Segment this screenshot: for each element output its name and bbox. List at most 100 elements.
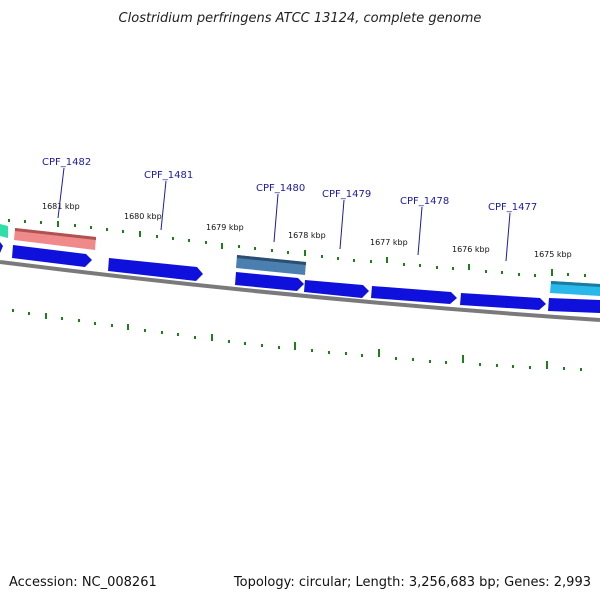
tick-major <box>139 231 141 237</box>
tick <box>261 344 263 347</box>
tick <box>584 274 586 277</box>
gene-labels: CPF_1482 CPF_1481 CPF_1480 CPF_1479 CPF_… <box>42 157 537 262</box>
gene-label-cpf-1477[interactable]: CPF_1477 <box>488 202 537 213</box>
feature-bar-edge <box>551 281 600 287</box>
feature-bar-cpf-1480[interactable] <box>236 255 306 275</box>
tick <box>122 230 124 233</box>
tick <box>479 363 481 366</box>
scale-label: 1675 kbp <box>534 250 572 259</box>
cds-track <box>0 242 600 313</box>
tick <box>337 257 339 260</box>
gene-label-cpf-1478[interactable]: CPF_1478 <box>400 196 449 207</box>
gene-label-cpf-1479[interactable]: CPF_1479 <box>322 189 371 200</box>
tick <box>361 354 363 357</box>
scale-label: 1678 kbp <box>288 231 326 240</box>
tick <box>24 220 26 223</box>
tick <box>254 247 256 250</box>
tick <box>496 364 498 367</box>
tick <box>563 367 565 370</box>
gene-leader-line <box>417 206 423 256</box>
tick <box>512 365 514 368</box>
cds-arrow[interactable] <box>235 272 304 291</box>
tick <box>445 361 447 364</box>
tick-major <box>304 250 306 256</box>
tick <box>419 264 421 267</box>
gene-leader-line <box>57 167 65 219</box>
tick-major <box>127 324 129 330</box>
tick <box>370 260 372 263</box>
tick <box>74 224 76 227</box>
feature-track <box>0 224 600 296</box>
tick-major <box>386 257 388 263</box>
tick <box>12 309 14 312</box>
cds-arrow[interactable] <box>304 280 369 298</box>
scale-label: 1681 kbp <box>42 202 80 211</box>
tick <box>403 263 405 266</box>
scale-label: 1676 kbp <box>452 245 490 254</box>
tick <box>177 333 179 336</box>
cds-arrow[interactable] <box>0 242 3 253</box>
feature-bar-edge <box>237 255 306 265</box>
tick <box>345 352 347 355</box>
tick <box>40 221 42 224</box>
gene-label-cpf-1480[interactable]: CPF_1480 <box>256 183 305 194</box>
tick <box>429 360 431 363</box>
gene-leader-line <box>339 199 345 250</box>
cds-arrow[interactable] <box>12 245 92 267</box>
tick <box>106 228 108 231</box>
tick <box>188 239 190 242</box>
tick <box>580 368 582 371</box>
tick <box>194 336 196 339</box>
cds-arrow[interactable] <box>108 258 203 281</box>
tick-major <box>294 342 296 350</box>
tick <box>321 255 323 258</box>
tick <box>278 346 280 349</box>
tick <box>205 241 207 244</box>
feature-bar-edge <box>15 228 96 240</box>
gene-leader-line <box>273 193 279 243</box>
tick <box>61 317 63 320</box>
tick <box>111 324 113 327</box>
tick-major <box>221 243 223 249</box>
tick <box>353 259 355 262</box>
cds-arrow[interactable] <box>460 293 546 310</box>
cds-arrow[interactable] <box>548 298 600 313</box>
tick-major <box>551 269 553 276</box>
outer-tick-ring <box>8 219 586 277</box>
tick-major <box>211 334 213 341</box>
map-title: Clostridium perfringens ATCC 13124, comp… <box>119 11 482 26</box>
scale-label: 1679 kbp <box>206 223 244 232</box>
tick <box>485 270 487 273</box>
tick-major <box>546 361 548 369</box>
tick <box>567 273 569 276</box>
tick-major <box>468 264 470 270</box>
tick <box>452 267 454 270</box>
tick-major <box>462 355 464 363</box>
tick <box>228 340 230 343</box>
feature-bar-cpf-1482[interactable] <box>14 228 96 250</box>
feature-bar-teal[interactable] <box>0 224 8 238</box>
tick <box>501 271 503 274</box>
tick <box>90 226 92 229</box>
tick <box>8 219 10 222</box>
tick <box>287 251 289 254</box>
tick <box>395 357 397 360</box>
tick <box>518 273 520 276</box>
genome-summary-text: Topology: circular; Length: 3,256,683 bp… <box>233 575 591 590</box>
genome-backbone <box>0 260 600 322</box>
tick-major <box>45 313 47 319</box>
accession-text: Accession: NC_008261 <box>9 575 157 590</box>
tick <box>534 274 536 277</box>
tick-major <box>57 221 59 227</box>
cds-arrow[interactable] <box>371 286 457 304</box>
tick <box>94 322 96 325</box>
tick <box>156 235 158 238</box>
tick <box>412 358 414 361</box>
gene-label-cpf-1481[interactable]: CPF_1481 <box>144 170 193 181</box>
tick <box>271 249 273 252</box>
gene-label-cpf-1482[interactable]: CPF_1482 <box>42 157 91 168</box>
tick <box>144 329 146 332</box>
scale-label: 1680 kbp <box>124 212 162 221</box>
tick <box>28 312 30 315</box>
